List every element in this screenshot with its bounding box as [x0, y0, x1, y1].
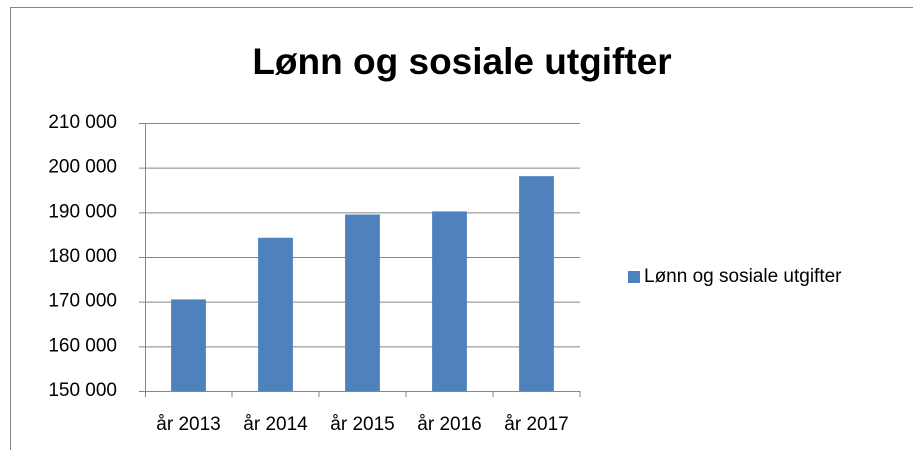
bar — [519, 176, 554, 391]
bar — [432, 211, 467, 391]
x-tick-label: år 2014 — [243, 414, 308, 435]
y-tick-label: 160 000 — [48, 335, 117, 356]
y-tick-label: 150 000 — [48, 380, 117, 401]
x-tick-label: år 2013 — [156, 414, 220, 435]
y-tick-label: 180 000 — [48, 246, 117, 267]
y-tick-label: 170 000 — [48, 291, 117, 312]
x-tick-label: år 2017 — [504, 414, 568, 435]
x-tick-label: år 2016 — [417, 414, 481, 435]
bar — [171, 299, 206, 391]
y-tick-label: 210 000 — [48, 112, 117, 133]
bar — [258, 237, 293, 391]
chart-title: Lønn og sosiale utgifter — [252, 41, 671, 82]
legend-label: Lønn og sosiale utgifter — [644, 266, 842, 287]
y-tick-label: 190 000 — [48, 201, 117, 222]
legend-swatch — [628, 271, 640, 283]
x-tick-label: år 2015 — [330, 414, 394, 435]
bar — [345, 214, 380, 391]
y-tick-label: 200 000 — [48, 157, 117, 178]
